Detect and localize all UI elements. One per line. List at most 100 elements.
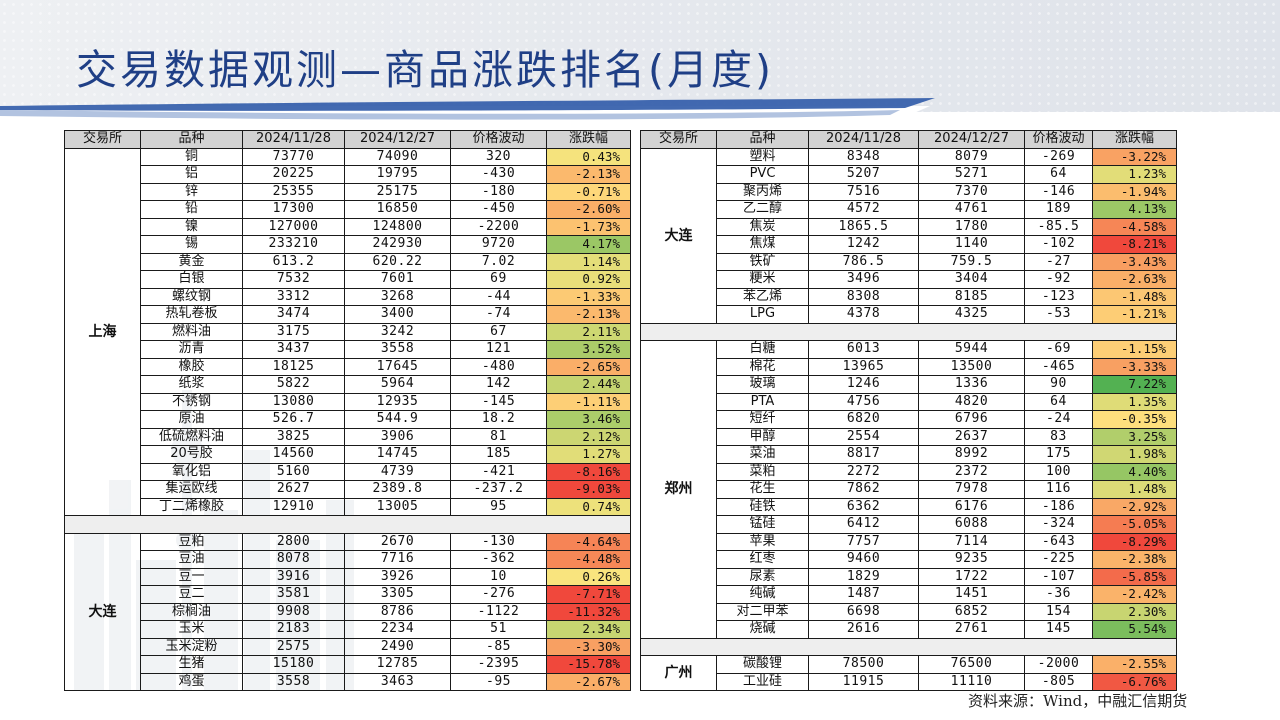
price-change-cell: -450	[450, 200, 547, 219]
variety-cell: 黄金	[140, 252, 243, 271]
variety-cell: 锌	[140, 182, 243, 201]
variety-cell: 豆二	[140, 585, 243, 604]
table-row: LPG 4378 4325 -53 -1.21%	[641, 305, 1177, 324]
price-change-cell: 320	[450, 147, 547, 166]
price-date2-cell: 5944	[918, 340, 1025, 359]
table-row: 硅铁 6362 6176 -186 -2.92%	[641, 497, 1177, 516]
variety-cell: PVC	[716, 165, 809, 184]
variety-cell: 焦炭	[716, 217, 809, 236]
price-date1-cell: 613.2	[242, 252, 345, 271]
pct-change-cell: -8.21%	[1092, 235, 1177, 254]
pct-change-cell: -2.65%	[546, 357, 631, 376]
price-date2-cell: 6796	[918, 410, 1025, 429]
price-date1-cell: 73770	[242, 147, 345, 166]
table-row: 豆油 8078 7716 -362 -4.48%	[65, 550, 631, 569]
price-date2-cell: 1451	[918, 585, 1025, 604]
price-date2-cell: 2637	[918, 427, 1025, 446]
group-separator-cell	[640, 637, 1177, 656]
variety-cell: 甲醇	[716, 427, 809, 446]
price-date1-cell: 2575	[242, 637, 345, 656]
price-change-cell: -269	[1024, 147, 1093, 166]
pct-change-cell: 2.12%	[546, 427, 631, 446]
price-change-cell: 7.02	[450, 252, 547, 271]
variety-cell: 纸浆	[140, 375, 243, 394]
price-date2-cell: 4325	[918, 305, 1025, 324]
variety-cell: 白糖	[716, 340, 809, 359]
price-date1-cell: 3437	[242, 340, 345, 359]
price-date2-cell: 124800	[344, 217, 451, 236]
price-date2-cell: 6852	[918, 602, 1025, 621]
variety-cell: 低硫燃料油	[140, 427, 243, 446]
group-separator-cell	[64, 515, 631, 534]
price-change-cell: 67	[450, 322, 547, 341]
table-row: 聚丙烯 7516 7370 -146 -1.94%	[641, 182, 1177, 201]
price-date2-cell: 3463	[344, 672, 451, 691]
variety-cell: 不锈钢	[140, 392, 243, 411]
pct-change-cell: -8.16%	[546, 462, 631, 481]
price-date1-cell: 7862	[808, 480, 919, 499]
price-change-cell: -24	[1024, 410, 1093, 429]
price-date2-cell: 3268	[344, 287, 451, 306]
table-row: 棉花 13965 13500 -465 -3.33%	[641, 357, 1177, 376]
table-row: 郑州 白糖 6013 5944 -69 -1.15%	[640, 340, 1177, 639]
price-date1-cell: 78500	[808, 655, 919, 674]
price-date1-cell: 3175	[242, 322, 345, 341]
source-note: 资料来源：Wind，中融汇信期货	[968, 692, 1188, 710]
price-change-cell: 9720	[450, 235, 547, 254]
group-separator-row	[640, 322, 1177, 341]
table-row: 大连 塑料 8348 8079 -269 -3.22%	[640, 147, 1177, 324]
pct-change-cell: -0.71%	[546, 182, 631, 201]
col-header-change: 价格波动	[450, 130, 547, 149]
exchange-cell: 大连	[64, 532, 141, 691]
price-change-cell: -362	[450, 550, 547, 569]
price-date1-cell: 9460	[808, 550, 919, 569]
pct-change-cell: 1.35%	[1092, 392, 1177, 411]
table-row: 乙二醇 4572 4761 189 4.13%	[641, 200, 1177, 219]
price-date1-cell: 526.7	[242, 410, 345, 429]
variety-cell: 花生	[716, 480, 809, 499]
col-header-date2: 2024/12/27	[344, 130, 451, 149]
price-change-cell: -146	[1024, 182, 1093, 201]
price-date1-cell: 7757	[808, 532, 919, 551]
price-change-cell: -276	[450, 585, 547, 604]
col-header-exchange: 交易所	[64, 130, 141, 149]
variety-cell: 铝	[140, 165, 243, 184]
price-date1-cell: 4572	[808, 200, 919, 219]
price-date1-cell: 3916	[242, 567, 345, 586]
variety-cell: 橡胶	[140, 357, 243, 376]
price-change-cell: -421	[450, 462, 547, 481]
price-date2-cell: 4739	[344, 462, 451, 481]
price-change-cell: -102	[1024, 235, 1093, 254]
pct-change-cell: -2.60%	[546, 200, 631, 219]
price-change-cell: 90	[1024, 375, 1093, 394]
price-date2-cell: 3906	[344, 427, 451, 446]
price-date2-cell: 14745	[344, 445, 451, 464]
price-date2-cell: 5271	[918, 165, 1025, 184]
variety-cell: 乙二醇	[716, 200, 809, 219]
table-row: 集运欧线 2627 2389.8 -237.2 -9.03%	[65, 480, 631, 499]
price-change-cell: -36	[1024, 585, 1093, 604]
price-change-cell: -85	[450, 637, 547, 656]
price-date1-cell: 7516	[808, 182, 919, 201]
table-row: 甲醇 2554 2637 83 3.25%	[641, 427, 1177, 446]
price-date1-cell: 8078	[242, 550, 345, 569]
variety-cell: 棕榈油	[140, 602, 243, 621]
price-date1-cell: 25355	[242, 182, 345, 201]
price-date1-cell: 2616	[808, 620, 919, 639]
exchange-cell: 郑州	[640, 340, 717, 639]
table-row: 低硫燃料油 3825 3906 81 2.12%	[65, 427, 631, 446]
price-date1-cell: 15180	[242, 655, 345, 674]
pct-change-cell: -1.33%	[546, 287, 631, 306]
price-date2-cell: 8786	[344, 602, 451, 621]
price-date1-cell: 233210	[242, 235, 345, 254]
col-header-pct: 涨跌幅	[1092, 130, 1177, 149]
variety-cell: 铅	[140, 200, 243, 219]
group-separator-row	[64, 515, 631, 534]
group-separator-cell	[640, 322, 1177, 341]
price-date2-cell: 3242	[344, 322, 451, 341]
pct-change-cell: -5.05%	[1092, 515, 1177, 534]
variety-cell: 聚丙烯	[716, 182, 809, 201]
price-date2-cell: 2490	[344, 637, 451, 656]
table-row: 白银 7532 7601 69 0.92%	[65, 270, 631, 289]
variety-cell: 锡	[140, 235, 243, 254]
